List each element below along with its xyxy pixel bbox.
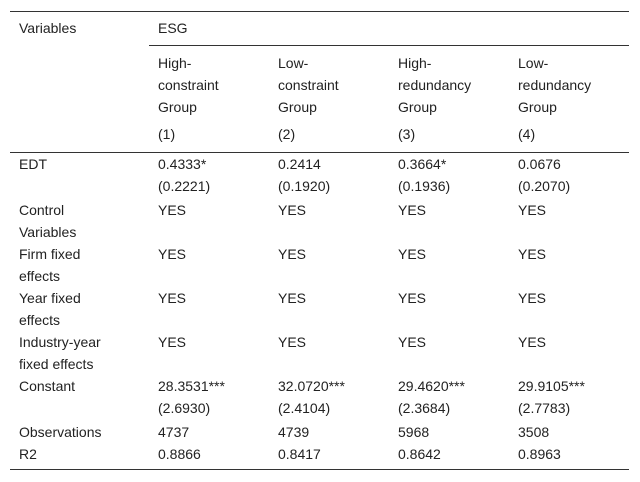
table-row: Observations 4737 4739 5968 3508 — [10, 421, 629, 443]
table-cell: 29.4620*** (2.3684) — [398, 378, 465, 416]
col-number-3: (3) — [398, 126, 416, 142]
col-number-1: (1) — [158, 126, 176, 142]
table-cell: 32.0720*** (2.4104) — [278, 378, 345, 416]
row-label: EDT — [19, 156, 47, 172]
header-rule — [10, 152, 629, 153]
table-cell: 0.8866 — [158, 446, 201, 462]
table-cell: 5968 — [398, 424, 430, 440]
table-header: Variables ESG High- constraint Group Low… — [10, 12, 629, 152]
esg-underline — [149, 45, 629, 46]
row-label: R2 — [19, 446, 37, 462]
group-header-1: High- constraint Group — [158, 55, 219, 115]
table-cell: 0.3664* (0.1936) — [398, 156, 451, 194]
table-cell: YES — [278, 246, 307, 262]
table-cell: YES — [158, 202, 187, 218]
variables-header: Variables — [19, 20, 77, 36]
table-cell: YES — [518, 246, 547, 262]
row-label: Industry-year fixed effects — [19, 334, 101, 372]
table-cell: YES — [278, 202, 307, 218]
table-cell: YES — [278, 290, 307, 306]
table-row: R2 0.8866 0.8417 0.8642 0.8963 — [10, 443, 629, 469]
row-label: Control Variables — [19, 202, 77, 240]
table-cell: YES — [518, 334, 547, 350]
table-cell: 4737 — [158, 424, 190, 440]
group-header-4: Low- redundancy Group — [518, 55, 592, 115]
table-row: Year fixed effects YES YES YES YES — [10, 287, 629, 331]
table-cell: 0.8642 — [398, 446, 441, 462]
table-cell: 0.8417 — [278, 446, 321, 462]
table-cell: YES — [398, 334, 427, 350]
row-label: Observations — [19, 424, 102, 440]
row-label: Constant — [19, 378, 76, 394]
row-label: Firm fixed effects — [19, 246, 81, 284]
table-cell: YES — [158, 290, 187, 306]
table-cell: YES — [518, 290, 547, 306]
table-cell: YES — [158, 246, 187, 262]
table-cell: 0.0676 (0.2070) — [518, 156, 571, 194]
group-header-2: Low- constraint Group — [278, 55, 339, 115]
table-cell: YES — [398, 246, 427, 262]
table-cell: 4739 — [278, 424, 310, 440]
table-cell: 28.3531*** (2.6930) — [158, 378, 225, 416]
table-cell: YES — [398, 202, 427, 218]
table-cell: 29.9105*** (2.7783) — [518, 378, 585, 416]
table-cell: 0.8963 — [518, 446, 561, 462]
table-row: Industry-year fixed effects YES YES YES Y… — [10, 331, 629, 375]
table-cell: YES — [158, 334, 187, 350]
table-row: Control Variables YES YES YES YES — [10, 199, 629, 243]
table-cell: 0.4333* (0.2221) — [158, 156, 211, 194]
table-cell: YES — [398, 290, 427, 306]
table-cell: YES — [518, 202, 547, 218]
col-number-2: (2) — [278, 126, 296, 142]
group-header-3: High- redundancy Group — [398, 55, 472, 115]
table-cell: 0.2414 (0.1920) — [278, 156, 331, 194]
table-cell: 3508 — [518, 424, 550, 440]
table-cell: YES — [278, 334, 307, 350]
row-label: Year fixed effects — [19, 290, 81, 328]
table-row: EDT 0.4333* (0.2221) 0.2414 (0.1920) 0.366… — [10, 153, 629, 199]
col-number-4: (4) — [518, 126, 536, 142]
esg-header: ESG — [158, 20, 188, 36]
table-row: Constant 28.3531*** (2.6930) 32.0720*** (2… — [10, 375, 629, 421]
table-row: Firm fixed effects YES YES YES YES — [10, 243, 629, 287]
regression-table: Variables ESG High- constraint Group Low… — [10, 11, 629, 470]
